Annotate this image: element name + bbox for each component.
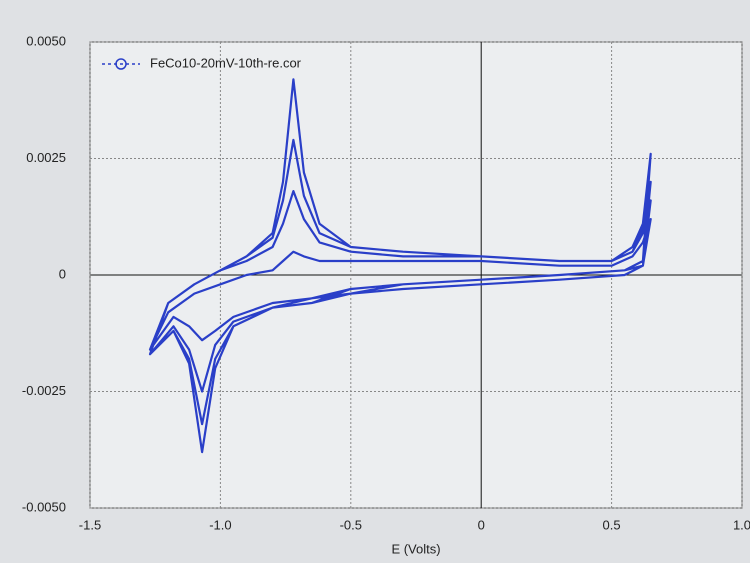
y-tick-label: -0.0050	[22, 499, 66, 514]
x-tick-label: -1.5	[79, 517, 101, 532]
y-tick-label: 0.0050	[26, 33, 66, 48]
legend-marker	[115, 58, 127, 70]
x-tick-label: 1.0	[733, 517, 750, 532]
x-axis-label: E (Volts)	[391, 541, 440, 556]
x-tick-label: -1.0	[209, 517, 231, 532]
y-tick-label: 0.0025	[26, 150, 66, 165]
x-tick-label: -0.5	[340, 517, 362, 532]
legend-label: FeCo10-20mV-10th-re.cor	[150, 55, 302, 70]
y-tick-label: 0	[59, 266, 66, 281]
x-tick-label: 0.5	[603, 517, 621, 532]
y-tick-label: -0.0025	[22, 383, 66, 398]
cv-curve	[148, 78, 652, 454]
x-tick-label: 0	[478, 517, 485, 532]
